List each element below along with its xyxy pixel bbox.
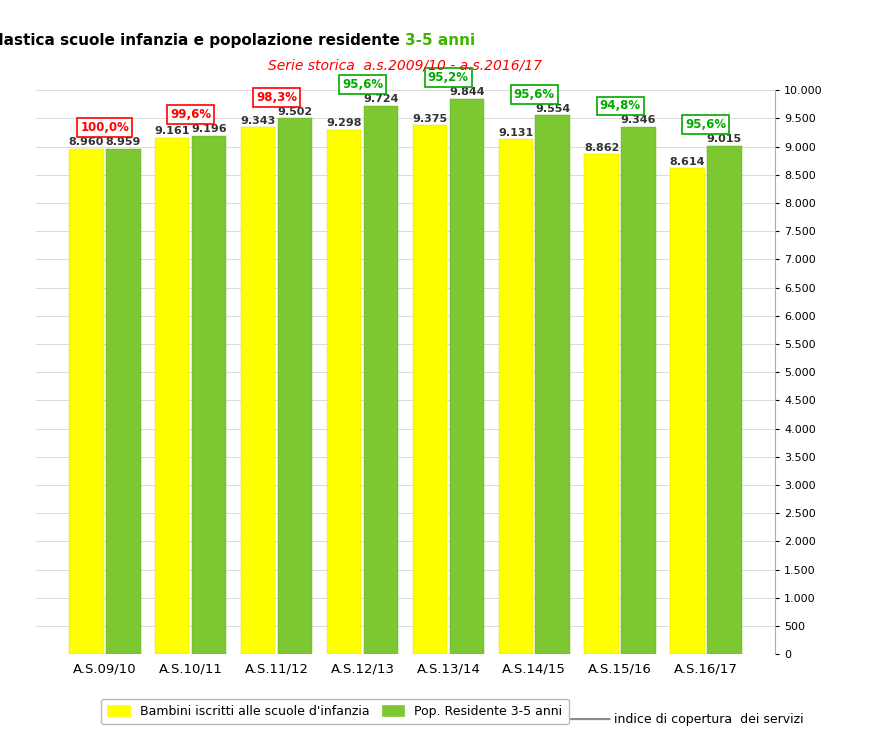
Text: 8.960: 8.960 [69,137,104,147]
Text: 9.724: 9.724 [364,94,398,104]
Bar [450,99,484,654]
Text: 95,6%: 95,6% [513,88,555,101]
Text: 9.131: 9.131 [498,128,534,138]
Text: 9.161: 9.161 [154,126,190,136]
Text: 8.614: 8.614 [670,156,705,167]
Bar [327,130,361,654]
Bar [621,127,656,654]
Bar [707,146,741,654]
Bar [413,126,447,654]
Legend: Bambini iscritti alle scuole d'infanzia, Pop. Residente 3-5 anni: Bambini iscritti alle scuole d'infanzia,… [101,699,568,724]
Text: 9.196: 9.196 [192,124,227,134]
Bar [106,149,141,654]
Text: 3-5 anni: 3-5 anni [405,33,476,48]
Bar [241,127,275,654]
Text: 94,8%: 94,8% [600,99,641,113]
Text: 8.862: 8.862 [584,143,619,153]
Bar [69,149,103,654]
Text: Serie storica  a.s.2009/10 - a.s.2016/17: Serie storica a.s.2009/10 - a.s.2016/17 [268,58,543,72]
Text: 99,6%: 99,6% [170,108,211,121]
Bar [670,168,705,654]
Text: 8.959: 8.959 [106,138,141,147]
Text: 9.554: 9.554 [535,104,570,114]
Text: 9.298: 9.298 [326,118,362,128]
Text: 95,6%: 95,6% [685,118,726,131]
Bar [535,115,570,654]
Text: Popolazione scolastica scuole infanzia e popolazione residente: Popolazione scolastica scuole infanzia e… [0,33,405,48]
Text: 9.844: 9.844 [449,87,485,97]
Text: indice di copertura  dei servizi: indice di copertura dei servizi [614,713,804,726]
Bar [155,138,190,654]
Bar [364,106,398,654]
Text: 9.343: 9.343 [241,116,276,126]
Text: 100,0%: 100,0% [80,121,129,134]
Text: 95,2%: 95,2% [428,71,469,84]
Text: 9.015: 9.015 [707,134,742,144]
Text: 9.502: 9.502 [277,107,313,117]
Bar [499,139,533,654]
Bar [192,135,226,654]
Text: 9.375: 9.375 [413,114,447,124]
Text: 95,6%: 95,6% [342,78,383,91]
Bar [584,154,618,654]
Bar [278,118,312,654]
Text: 9.346: 9.346 [621,116,657,126]
Text: 98,3%: 98,3% [256,91,297,104]
